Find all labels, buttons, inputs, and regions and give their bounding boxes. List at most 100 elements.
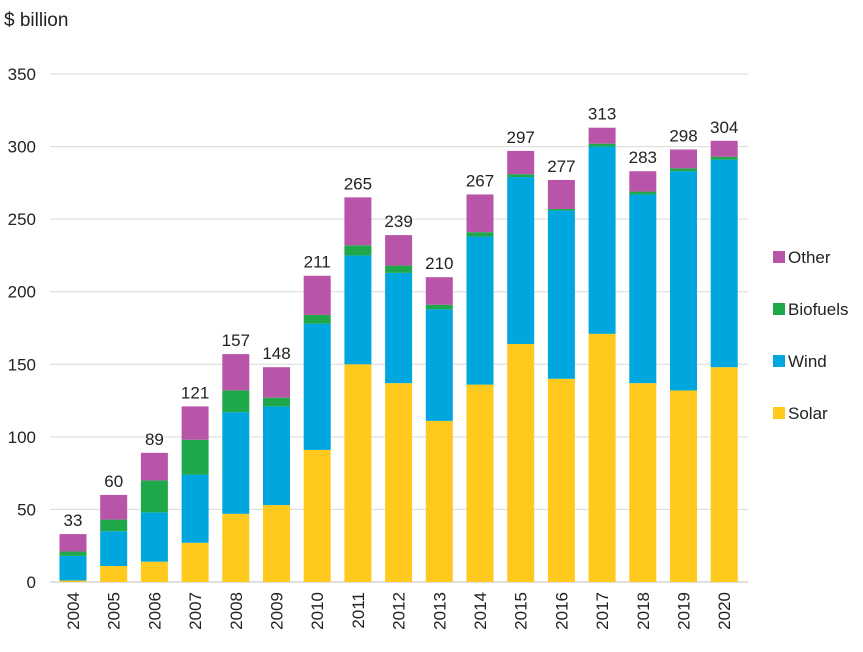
bar-solar-2009 (263, 505, 290, 582)
total-label-2010: 211 (304, 253, 331, 272)
total-label-2006: 89 (145, 430, 164, 449)
bar-other-2014 (466, 194, 494, 233)
bar-biofuels-2008 (222, 390, 250, 413)
y-axis-label: $ billion (4, 10, 68, 31)
bar-solar-2017 (588, 333, 616, 582)
bar-other-2009 (263, 367, 290, 398)
total-label-2019: 298 (669, 126, 697, 145)
bar-other-2011 (344, 197, 372, 246)
legend-label-other: Other (788, 248, 831, 267)
bar-wind-2018 (629, 194, 657, 384)
y-tick-label-200: 200 (8, 283, 36, 302)
bar-other-2010 (303, 275, 331, 315)
bar-solar-2010 (303, 449, 331, 582)
legend-swatch-wind (773, 355, 785, 367)
total-label-2007: 121 (181, 383, 209, 402)
bars (59, 127, 738, 582)
bar-solar-2011 (344, 364, 372, 582)
bar-biofuels-2015 (507, 174, 535, 178)
bar-wind-2009 (263, 406, 290, 506)
bar-solar-2005 (100, 566, 128, 582)
x-tick-label-2007: 2007 (186, 592, 205, 630)
bar-solar-2018 (629, 383, 657, 582)
x-tick-label-2019: 2019 (675, 592, 694, 630)
total-label-2013: 210 (425, 254, 453, 273)
bar-biofuels-2014 (466, 232, 494, 237)
bar-biofuels-2016 (547, 208, 575, 211)
bar-biofuels-2007 (181, 439, 209, 475)
total-label-2012: 239 (384, 212, 412, 231)
x-tick-label-2005: 2005 (105, 592, 124, 630)
bar-wind-2010 (303, 323, 331, 450)
x-tick-label-2015: 2015 (512, 592, 531, 630)
bar-other-2019 (670, 149, 697, 169)
bar-solar-2015 (507, 343, 535, 582)
legend: Other Biofuels Wind Solar (773, 248, 848, 423)
total-label-2020: 304 (710, 118, 738, 137)
bar-biofuels-2010 (303, 314, 331, 324)
x-tick-label-2014: 2014 (471, 592, 490, 630)
legend-swatch-solar (773, 407, 785, 419)
bar-solar-2016 (547, 378, 575, 582)
bar-other-2012 (385, 235, 413, 266)
bar-wind-2005 (100, 531, 128, 567)
total-label-2008: 157 (222, 331, 250, 350)
bar-wind-2008 (222, 412, 250, 514)
total-label-2004: 33 (64, 511, 83, 530)
bar-wind-2016 (547, 210, 575, 379)
bar-other-2017 (588, 127, 616, 144)
bar-biofuels-2009 (263, 397, 290, 407)
total-label-2005: 60 (104, 472, 123, 491)
bar-biofuels-2017 (588, 143, 616, 147)
bar-wind-2007 (181, 474, 209, 543)
bar-other-2005 (100, 494, 128, 520)
y-tick-label-250: 250 (8, 210, 36, 229)
y-tick-label-300: 300 (8, 138, 36, 157)
bar-other-2007 (181, 406, 209, 440)
total-label-2016: 277 (547, 157, 575, 176)
x-tick-label-2010: 2010 (308, 592, 327, 630)
bar-wind-2020 (710, 159, 738, 368)
bar-other-2020 (710, 140, 738, 157)
bar-other-2006 (140, 452, 168, 481)
x-tick-label-2013: 2013 (430, 592, 449, 630)
bar-solar-2004 (59, 580, 87, 582)
legend-label-wind: Wind (788, 352, 827, 371)
legend-label-solar: Solar (788, 404, 828, 423)
total-label-2017: 313 (588, 105, 616, 124)
y-axis-ticks: 0 50 100 150 200 250 300 350 (8, 65, 36, 592)
bar-wind-2004 (59, 555, 87, 581)
bar-biofuels-2020 (710, 156, 738, 160)
bar-other-2018 (629, 171, 657, 192)
x-tick-label-2006: 2006 (145, 592, 164, 630)
total-label-2018: 283 (629, 148, 657, 167)
bar-biofuels-2013 (425, 304, 453, 310)
total-labels: 33 60 89 121 157 148 211 265 239 210 267 297 277 313 2… (64, 105, 739, 530)
total-label-2015: 297 (507, 128, 535, 147)
x-axis-ticks: 2004 2005 2006 2007 2008 2009 2010 2011 2012 2013… (64, 592, 734, 630)
x-tick-label-2009: 2009 (268, 592, 287, 630)
bar-solar-2020 (710, 367, 738, 582)
total-label-2011: 265 (344, 174, 372, 193)
bar-other-2016 (547, 179, 575, 209)
y-tick-label-100: 100 (8, 428, 36, 447)
bar-biofuels-2011 (344, 245, 372, 256)
x-tick-label-2016: 2016 (552, 592, 571, 630)
bar-biofuels-2018 (629, 191, 657, 195)
bar-biofuels-2005 (100, 519, 128, 532)
x-tick-label-2017: 2017 (593, 592, 612, 630)
bar-wind-2019 (670, 171, 697, 391)
x-tick-label-2020: 2020 (715, 592, 734, 630)
x-tick-label-2018: 2018 (634, 592, 653, 630)
bar-other-2004 (59, 534, 87, 552)
bar-wind-2014 (466, 236, 494, 385)
y-tick-label-350: 350 (8, 65, 36, 84)
y-tick-label-0: 0 (27, 573, 36, 592)
bar-solar-2007 (181, 542, 209, 582)
total-label-2009: 148 (262, 344, 290, 363)
x-tick-label-2004: 2004 (64, 592, 83, 630)
bar-wind-2011 (344, 255, 372, 365)
bar-solar-2006 (140, 561, 168, 582)
legend-swatch-biofuels (773, 303, 785, 315)
